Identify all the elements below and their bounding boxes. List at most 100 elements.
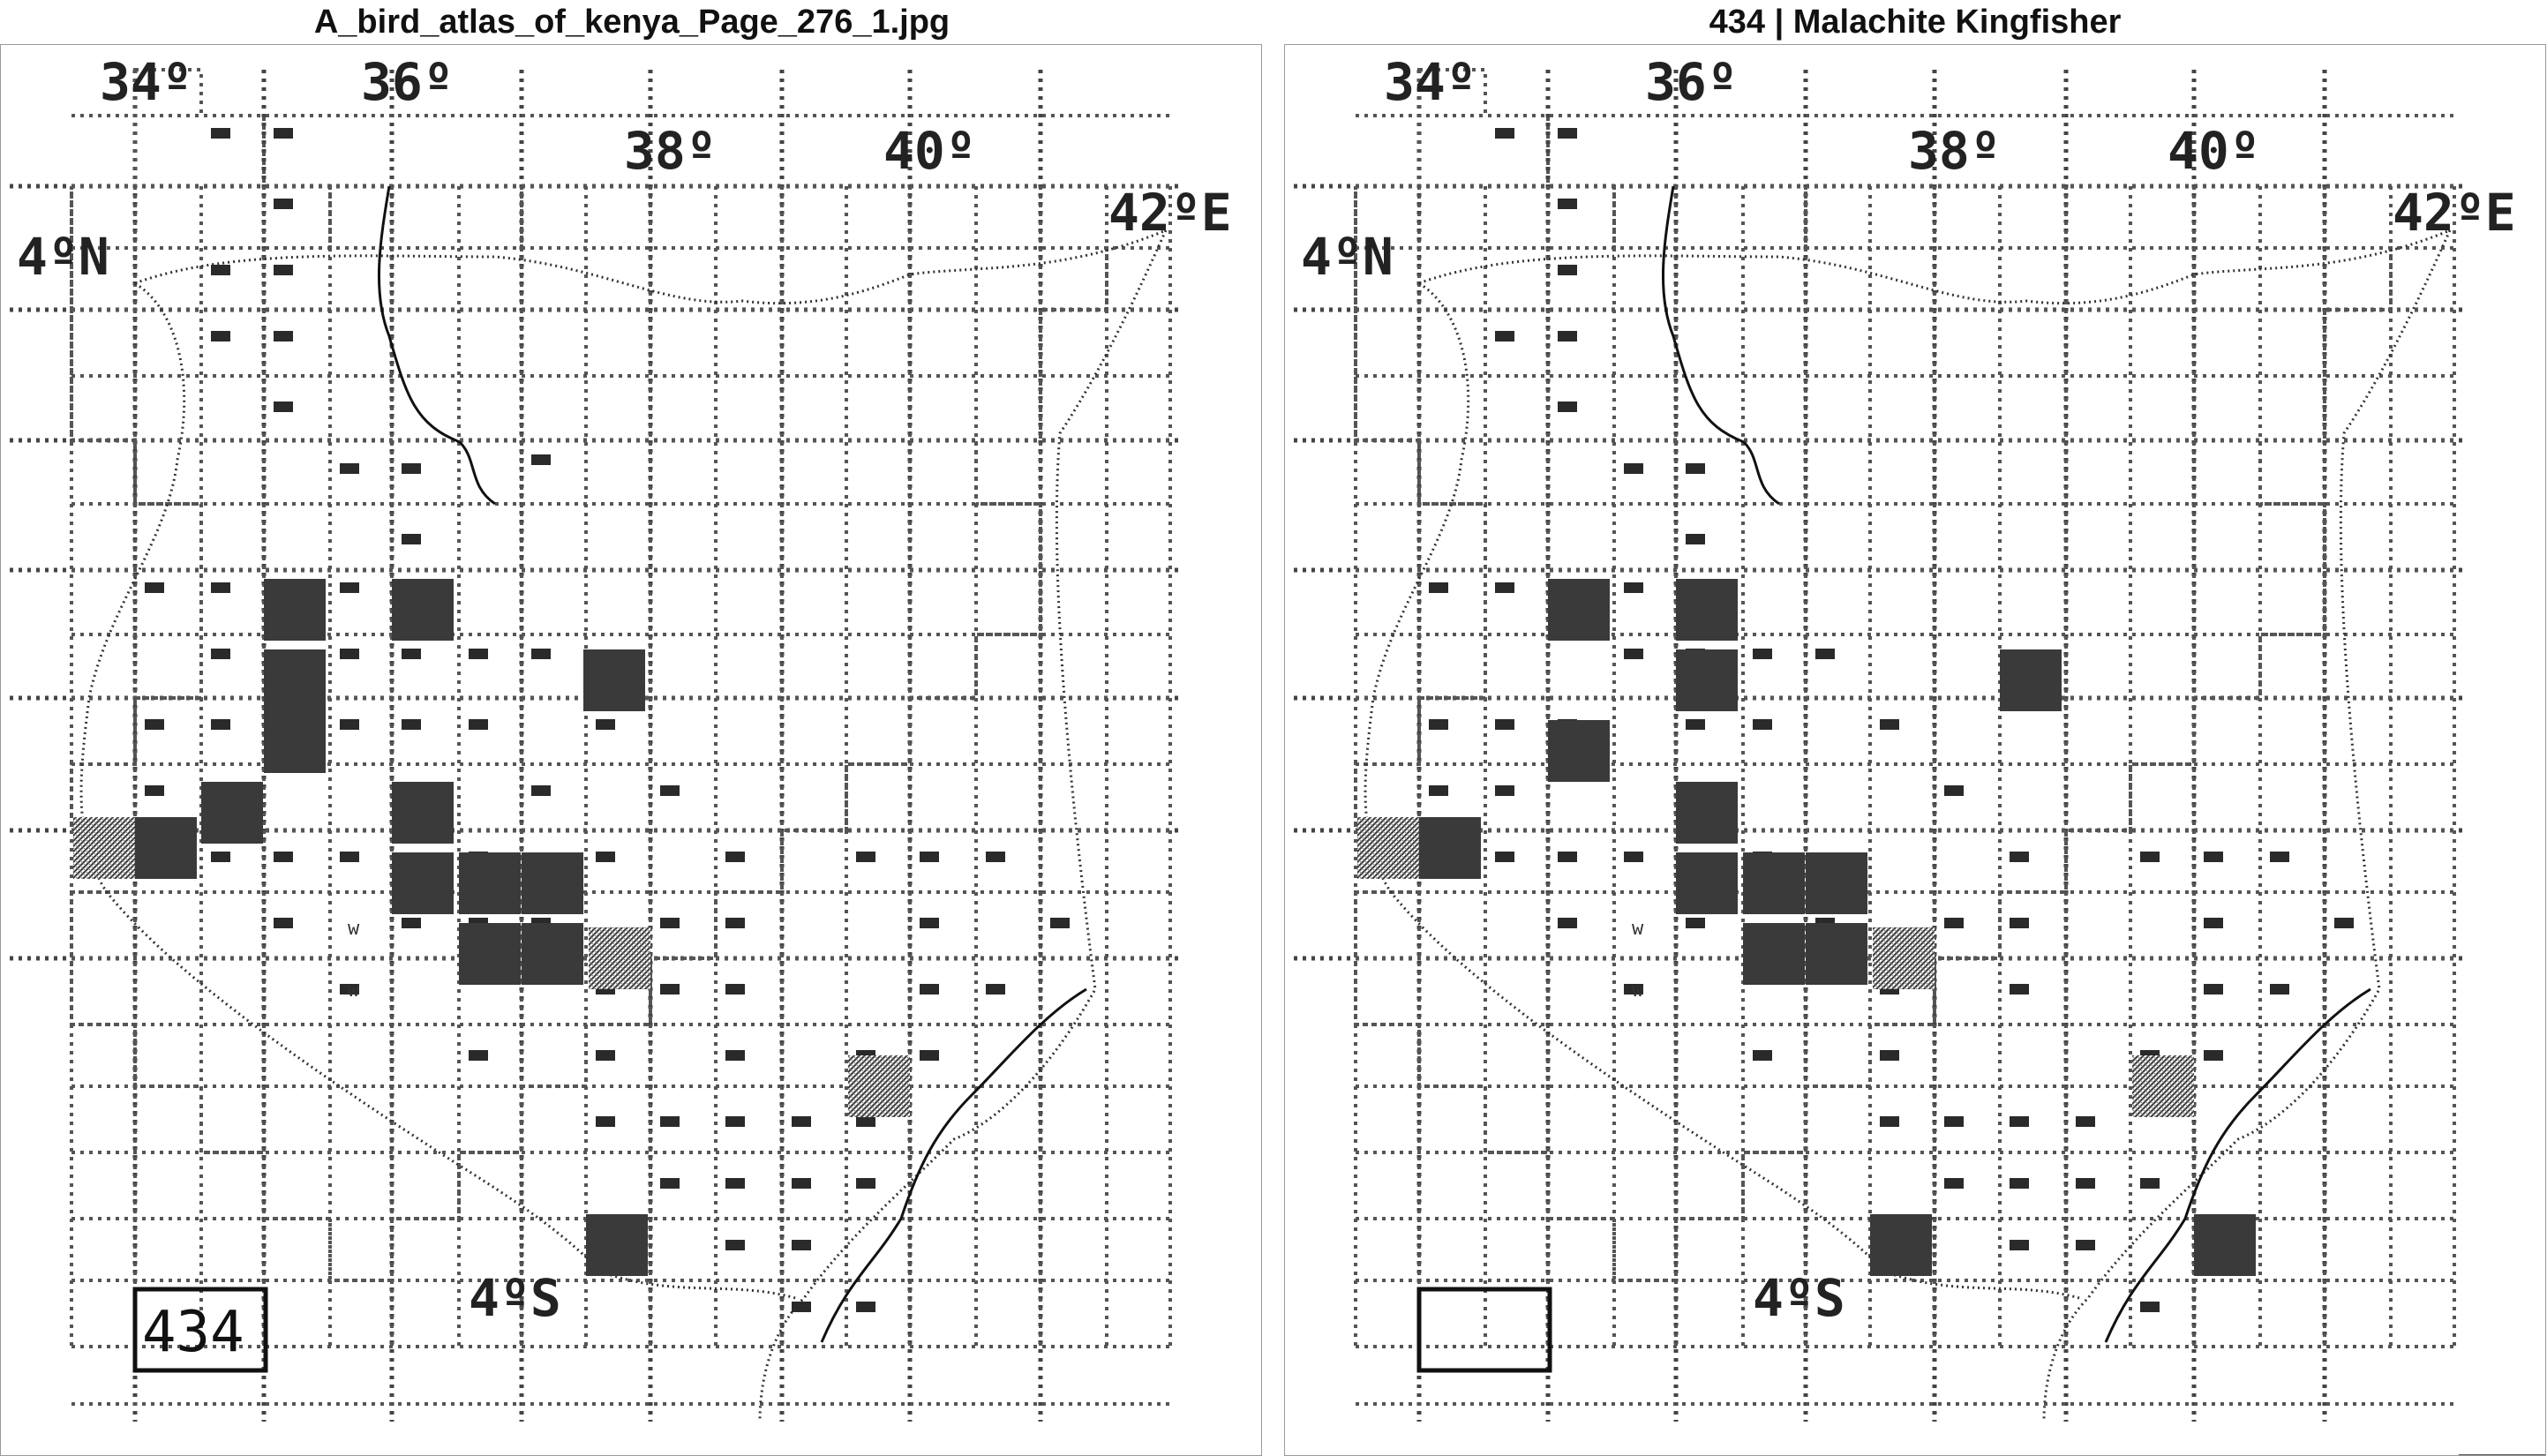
record-mark-small [1944, 1178, 1964, 1189]
record-mark-small [1880, 1116, 1899, 1127]
lon-36-label: 36º [1645, 52, 1738, 112]
record-mark-hatched [589, 927, 650, 989]
record-mark-small [1624, 984, 1643, 994]
record-mark-small [660, 984, 680, 994]
grid-outline [70, 68, 1108, 1282]
record-mark-small [856, 1116, 875, 1127]
record-mark-small [725, 1050, 745, 1061]
left-species-number-box: 434 [132, 1287, 268, 1373]
record-mark-large [1743, 923, 1805, 985]
record-mark-small [1624, 852, 1643, 862]
record-mark-small [531, 785, 551, 796]
lon-42-label: 42ºE [2393, 183, 2516, 243]
record-mark-small [792, 1178, 811, 1189]
record-mark-small [340, 984, 359, 994]
right-atlas-map: ww 34º 36º 38º 40º 42ºE 4ºN 4ºS [1294, 52, 2545, 1455]
record-mark-small [725, 918, 745, 928]
record-mark-hatched [1357, 817, 1419, 879]
record-mark-hatched [73, 817, 135, 879]
lon-40-label: 40º [2168, 121, 2260, 181]
record-mark-small [1495, 331, 1514, 341]
record-mark-small [211, 719, 230, 730]
record-mark-small [274, 331, 293, 341]
lon-40-label: 40º [883, 121, 976, 181]
lake-turkana [1661, 185, 1780, 506]
record-mark-small [469, 719, 488, 730]
record-mark-small [920, 852, 939, 862]
record-mark-large [583, 649, 645, 711]
record-mark-large [1548, 579, 1610, 641]
cell-w-marker: w [1632, 918, 1644, 940]
record-mark-small [1686, 534, 1705, 544]
record-mark-small [920, 918, 939, 928]
record-mark-small [1624, 463, 1643, 474]
record-mark-small [340, 852, 359, 862]
record-mark-small [1558, 128, 1577, 139]
record-mark-small [145, 719, 164, 730]
record-mark-small [1624, 582, 1643, 593]
right-grid [1294, 68, 2468, 1422]
border-line [134, 229, 1167, 305]
record-mark-small [2010, 918, 2029, 928]
record-mark-large [1419, 817, 1481, 879]
record-mark-small [469, 1050, 488, 1061]
record-mark-small [145, 785, 164, 796]
record-mark-small [1753, 1050, 1772, 1061]
record-mark-small [1495, 852, 1514, 862]
record-mark-small [986, 984, 1005, 994]
record-mark-small [1944, 785, 1964, 796]
cell-w-marker: w [348, 979, 360, 1002]
right-coordinate-labels: 34º 36º 38º 40º 42ºE 4ºN 4ºS [1301, 52, 2516, 1328]
record-mark-large [2194, 1214, 2256, 1276]
record-mark-small [792, 1240, 811, 1250]
record-mark-small [660, 1178, 680, 1189]
record-mark-large [264, 649, 326, 711]
right-panel-title: 434 | Malachite Kingfisher [1709, 4, 2122, 41]
record-mark-small [274, 265, 293, 275]
record-mark-small [1495, 582, 1514, 593]
record-mark-small [725, 1116, 745, 1127]
record-mark-small [531, 649, 551, 659]
right-coastline [1364, 185, 2452, 1422]
record-mark-large [201, 782, 263, 844]
lon-36-label: 36º [361, 52, 454, 112]
right-record-marks: ww [1357, 128, 2354, 1312]
record-mark-small [920, 1050, 939, 1061]
record-mark-large [1548, 720, 1610, 782]
record-mark-large [1676, 649, 1738, 711]
record-mark-small [211, 649, 230, 659]
record-mark-small [211, 582, 230, 593]
record-mark-small [1558, 402, 1577, 412]
coastline [2104, 987, 2371, 1343]
left-panel-title: A_bird_atlas_of_kenya_Page_276_1.jpg [313, 4, 950, 41]
record-mark-small [469, 649, 488, 659]
record-mark-large [459, 852, 521, 914]
record-mark-small [1429, 785, 1448, 796]
record-mark-small [402, 719, 421, 730]
record-mark-small [596, 1116, 615, 1127]
record-mark-small [2270, 852, 2289, 862]
record-mark-small [856, 1178, 875, 1189]
record-mark-small [2010, 984, 2029, 994]
record-mark-small [792, 1116, 811, 1127]
lat-4s-label: 4ºS [469, 1268, 561, 1328]
record-mark-small [531, 454, 551, 465]
record-mark-small [725, 1240, 745, 1250]
record-mark-small [1815, 649, 1835, 659]
record-mark-small [402, 534, 421, 544]
record-mark-small [986, 852, 1005, 862]
record-mark-small [1558, 852, 1577, 862]
record-mark-small [1753, 649, 1772, 659]
lake-turkana [377, 185, 496, 506]
record-mark-small [2204, 918, 2223, 928]
border-line [79, 281, 796, 1300]
lon-42-label: 42ºE [1108, 183, 1232, 243]
lat-4s-label: 4ºS [1753, 1268, 1845, 1328]
record-mark-small [660, 785, 680, 796]
record-mark-small [596, 1050, 615, 1061]
record-mark-small [1686, 918, 1705, 928]
record-mark-small [2140, 852, 2160, 862]
record-mark-small [2076, 1116, 2095, 1127]
record-mark-small [725, 984, 745, 994]
